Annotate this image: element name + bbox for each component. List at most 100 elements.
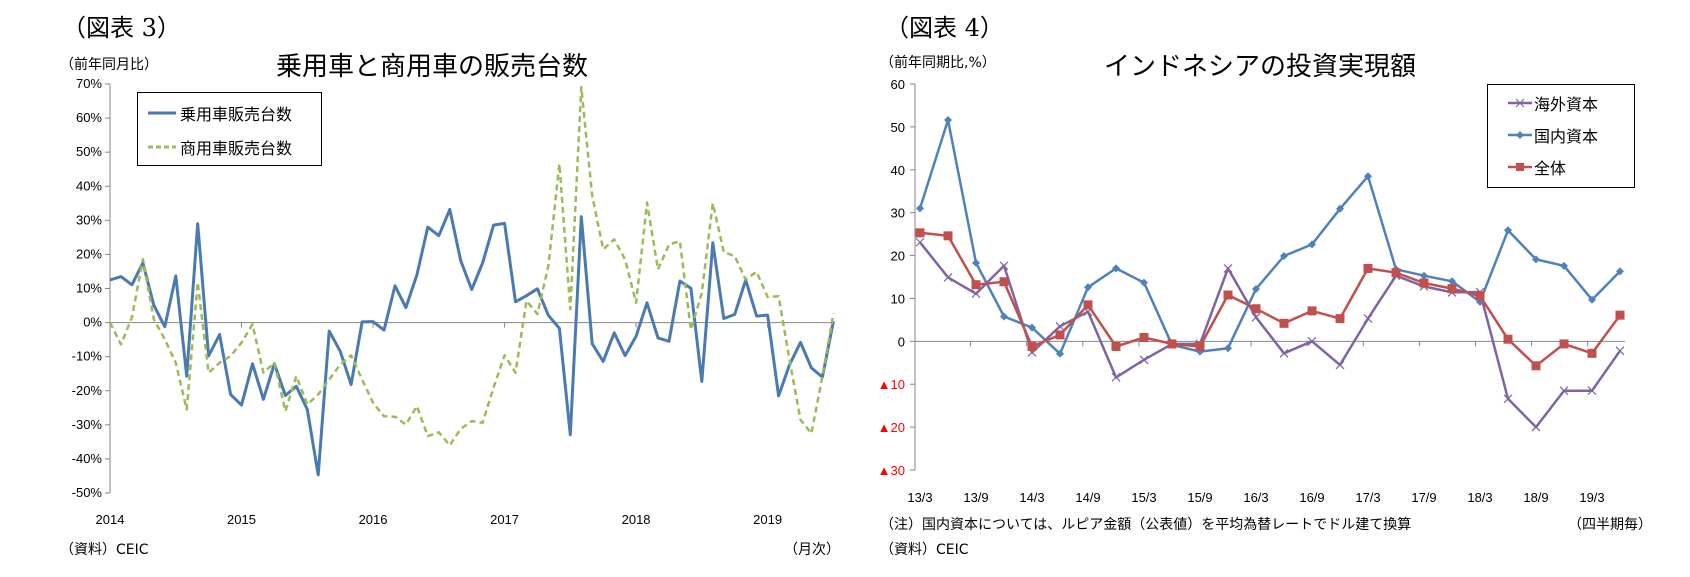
domestic-capital-point [1532,255,1540,264]
total-point [1027,341,1037,351]
right-y-tick-label: 0 [898,334,905,349]
domestic-capital-point [916,204,924,213]
right-x-tick-label: 14/9 [1075,490,1100,505]
left-y-tick-label: 60% [76,110,102,125]
foreign-capital-point [971,289,981,299]
right-x-tick-label: 16/9 [1299,490,1324,505]
left-y-tick-label: -10% [72,349,103,364]
right-source-note: （資料）CEIC [880,542,969,558]
legend-item-passenger: 乗用車販売台数 [148,101,292,125]
total-point [1615,310,1625,320]
left-x-tick-label: 2018 [622,512,651,527]
left-frequency-note: （月次） [784,542,840,558]
right-x-tick-label: 16/3 [1243,490,1268,505]
total-point [1559,339,1569,349]
domestic-capital-line [918,118,1621,356]
domestic-capital-point [972,258,980,267]
commercial-car-sales-line [108,85,835,447]
total-point [1587,348,1597,358]
total-point [1447,284,1457,294]
foreign-capital-point [1139,355,1149,365]
right-y-tick-label: ▲30 [878,463,905,478]
legend-item-domestic: 国内資本 [1508,123,1598,147]
left-y-tick-label: -20% [72,383,103,398]
left-chart-title: 乗用車と商用車の販売台数 [276,52,589,82]
left-y-tick-label: 10% [76,281,102,296]
legend-item-total: 全体 [1508,155,1566,179]
total-point [1055,330,1065,340]
total-point [1195,341,1205,351]
domestic-capital-point [1364,172,1372,181]
total-point [1531,361,1541,371]
figure4-label: （図表 4） [885,14,1004,42]
foreign-capital-line [919,241,1622,429]
domestic-capital-point [1084,283,1092,292]
right-x-tick-label: 13/3 [907,490,932,505]
left-x-tick-label: 2016 [359,512,388,527]
legend-x-marker-icon [1508,98,1532,108]
figure3-label: （図表 3） [62,14,181,42]
domestic-capital-point [944,116,952,125]
right-y-tick-label: 50 [891,120,905,135]
left-x-tick-label: 2014 [96,512,125,527]
foreign-capital-point [1307,336,1317,346]
left-y-unit-label: （前年同月比） [60,57,158,73]
domestic-capital-point [1448,277,1456,286]
total-point [1083,300,1093,310]
total-point [1307,306,1317,316]
right-legend: 海外資本 国内資本 全体 [1487,84,1635,188]
right-y-tick-label: 40 [891,163,905,178]
domestic-capital-point [1224,344,1232,353]
left-y-tick-label: 40% [76,178,102,193]
domestic-capital-point [1504,226,1512,235]
passenger-car-sales-line [109,207,835,477]
legend-diamond-marker-icon [1508,131,1532,139]
right-x-tick-label: 15/9 [1187,490,1212,505]
right-y-tick-label: 20 [891,249,905,264]
right-x-tick-label: 13/9 [963,490,988,505]
domestic-capital-point [1252,285,1260,294]
foreign-capital-point [1055,321,1065,331]
left-x-tick-label: 2015 [227,512,256,527]
total-point [1279,318,1289,328]
domestic-capital-point [1308,240,1316,249]
domestic-capital-point [1336,204,1344,213]
left-y-tick-label: -30% [72,417,103,432]
total-point [1363,263,1373,273]
foreign-capital-point [1531,422,1541,432]
total-point [1167,339,1177,349]
left-y-tick-label: -40% [72,451,103,466]
total-point [1111,341,1121,351]
total-point [971,280,981,290]
domestic-capital-point [1588,295,1596,304]
right-x-tick-label: 19/3 [1579,490,1604,505]
left-y-tick-label: 50% [76,144,102,159]
foreign-capital-point [1587,386,1597,396]
total-point [1475,291,1485,301]
right-y-tick-label: ▲10 [878,377,905,392]
legend-square-marker-icon [1508,163,1532,171]
legend-label-commercial: 商用車販売台数 [180,139,293,158]
foreign-capital-point [1335,360,1345,370]
total-point [999,277,1009,287]
right-y-tick-label: ▲20 [878,420,905,435]
left-y-tick-label: 30% [76,212,102,227]
domestic-capital-point [1056,349,1064,358]
foreign-capital-point [915,237,925,247]
legend-label-passenger: 乗用車販売台数 [180,105,293,124]
right-y-tick-label: 10 [891,291,905,306]
foreign-capital-point [1559,386,1569,396]
foreign-capital-point [1363,314,1373,324]
legend-line-solid-icon [148,111,176,115]
right-x-tick-label: 17/9 [1411,490,1436,505]
total-point [943,231,953,241]
domestic-capital-point [1280,251,1288,260]
domestic-capital-point [1140,278,1148,287]
total-point [1139,332,1149,342]
total-point [1223,290,1233,300]
right-y-tick-label: 30 [891,206,905,221]
legend-item-commercial: 商用車販売台数 [148,135,292,159]
foreign-capital-point [1223,263,1233,273]
legend-label-foreign: 海外資本 [1534,95,1599,114]
